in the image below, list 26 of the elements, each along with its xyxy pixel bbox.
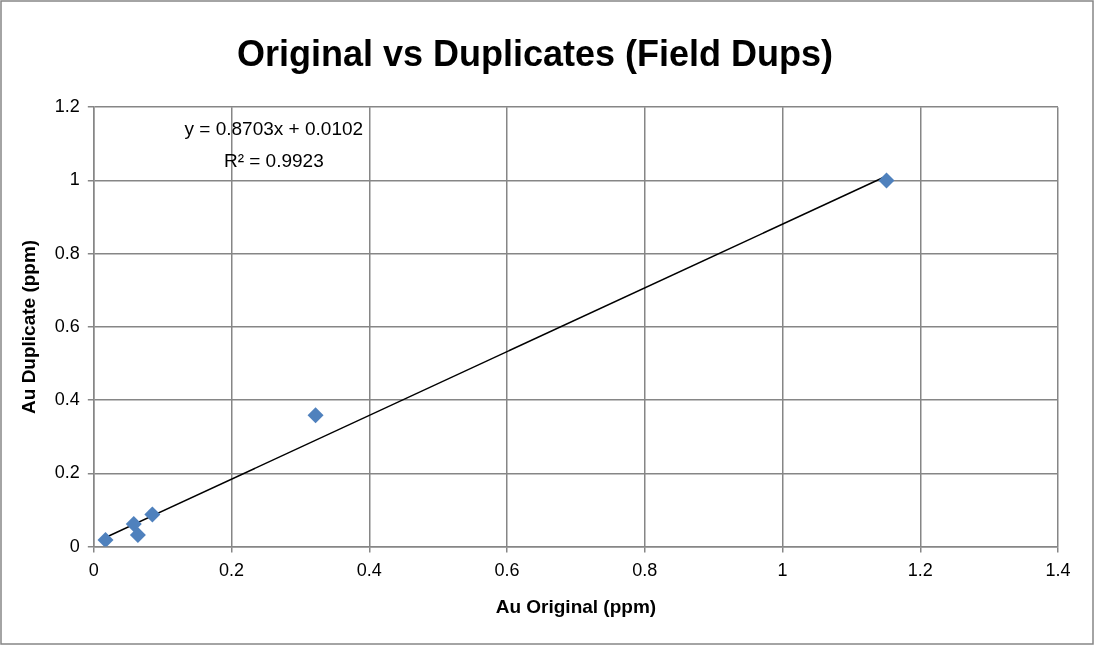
point	[307, 407, 324, 424]
x-tick-label: 0.8	[632, 560, 658, 581]
chart-title: Original vs Duplicates (Field Dups)	[236, 32, 834, 74]
y-tick-label: 0.2	[54, 462, 80, 483]
x-axis-title: Au Original (ppm)	[495, 595, 657, 617]
x-tick-label: 0.4	[356, 560, 382, 581]
y-tick-label: 0.4	[54, 389, 80, 410]
y-tick-label: 0.6	[54, 315, 80, 336]
annotation: y = 0.8703x + 0.0102	[184, 118, 364, 140]
x-tick-label: 1.4	[1045, 560, 1071, 581]
x-tick-label: 0.2	[219, 560, 245, 581]
x-tick-label: 0	[88, 560, 99, 581]
point	[97, 532, 114, 547]
x-tick-label: 1.2	[907, 560, 933, 581]
annotation: R² = 0.9923	[223, 150, 324, 172]
point	[878, 172, 895, 189]
point	[144, 506, 161, 523]
y-tick-label: 0.8	[54, 242, 80, 263]
x-tick-label: 1	[777, 560, 788, 581]
point	[129, 526, 146, 543]
x-tick-label: 0.6	[494, 560, 520, 581]
y-tick-label: 1.2	[54, 96, 80, 117]
y-tick-label: 1	[69, 169, 80, 190]
y-axis-title: Au Duplicate (ppm)	[17, 239, 39, 414]
point	[125, 515, 142, 532]
y-tick-label: 0	[69, 535, 80, 556]
